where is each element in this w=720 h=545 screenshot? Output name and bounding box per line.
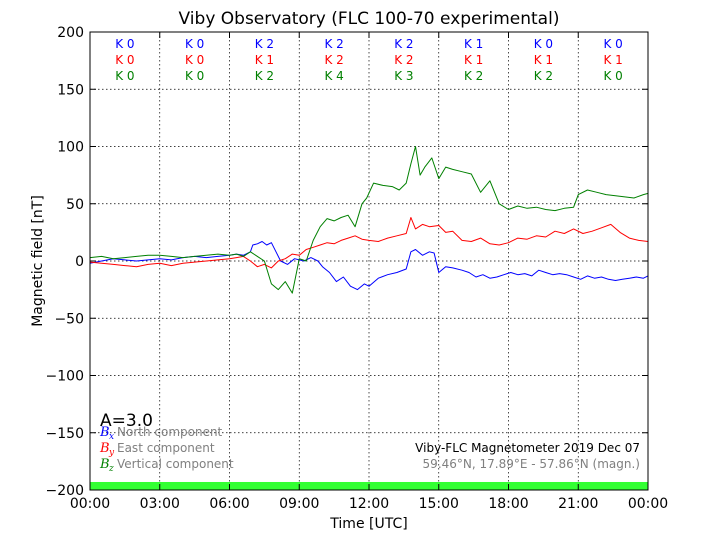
k-index-label: K 1 (255, 53, 274, 67)
k-index-label: K 1 (464, 53, 483, 67)
k-index-label: K 1 (464, 37, 483, 51)
legend-label: North component (117, 425, 223, 439)
k-index-label: K 0 (603, 69, 622, 83)
x-tick-label: 00:00 (628, 496, 668, 512)
legend-symbol-subscript: z (108, 464, 114, 474)
legend-label: East component (117, 441, 215, 455)
k-index-label: K 2 (394, 37, 413, 51)
y-tick-label: 150 (57, 82, 84, 98)
k-index-label: K 0 (603, 37, 622, 51)
legend-symbol: B (99, 441, 110, 456)
x-tick-label: 06:00 (209, 496, 249, 512)
y-tick-label: 50 (66, 197, 84, 213)
k-index-label: K 0 (115, 53, 134, 67)
legend-symbol-subscript: x (109, 432, 114, 442)
k-index-label: K 4 (324, 69, 343, 83)
x-tick-label: 15:00 (419, 496, 459, 512)
y-tick-label: −150 (46, 426, 84, 442)
x-tick-label: 09:00 (279, 496, 319, 512)
k-index-label: K 1 (603, 53, 622, 67)
y-tick-label: 100 (57, 140, 84, 156)
y-tick-label: −100 (46, 369, 84, 385)
k-index-label: K 2 (464, 69, 483, 83)
legend-symbol: B (99, 457, 110, 472)
x-tick-label: 18:00 (488, 496, 528, 512)
legend-label: Vertical component (117, 457, 234, 471)
k-index-label: K 2 (534, 69, 553, 83)
legend-symbol-subscript: y (108, 448, 115, 458)
chart-title: Viby Observatory (FLC 100-70 experimenta… (179, 9, 560, 29)
series-line-bz (89, 146, 649, 294)
location-info: 59.46°N, 17.89°E - 57.86°N (magn.) (423, 457, 640, 471)
k-index-label: K 0 (534, 37, 553, 51)
k-index-label: K 2 (324, 53, 343, 67)
k-index-label: K 0 (185, 69, 204, 83)
k-index-label: K 0 (185, 53, 204, 67)
series-line-by (89, 217, 649, 269)
x-tick-label: 12:00 (349, 496, 389, 512)
y-axis-title: Magnetic field [nT] (30, 195, 46, 327)
k-index-label: K 1 (534, 53, 553, 67)
k-index-label: K 0 (185, 37, 204, 51)
y-tick-label: −200 (46, 483, 84, 499)
y-tick-label: 200 (57, 25, 84, 41)
k-index-label: K 0 (115, 69, 134, 83)
x-axis-title: Time [UTC] (329, 516, 407, 532)
k-index-label: K 3 (394, 69, 413, 83)
k-index-label: K 2 (324, 37, 343, 51)
a-index-label: A=3.0 (100, 411, 153, 431)
x-tick-label: 00:00 (70, 496, 110, 512)
legend-symbol: B (99, 425, 110, 440)
k-index-label: K 2 (255, 37, 274, 51)
y-tick-label: −50 (54, 311, 84, 327)
k-index-label: K 0 (115, 37, 134, 51)
k-index-label: K 2 (394, 53, 413, 67)
k-index-label: K 2 (255, 69, 274, 83)
instrument-info: Viby-FLC Magnetometer 2019 Dec 07 (415, 441, 640, 455)
x-tick-label: 21:00 (558, 496, 598, 512)
y-tick-label: 0 (75, 254, 84, 270)
x-tick-label: 03:00 (140, 496, 180, 512)
